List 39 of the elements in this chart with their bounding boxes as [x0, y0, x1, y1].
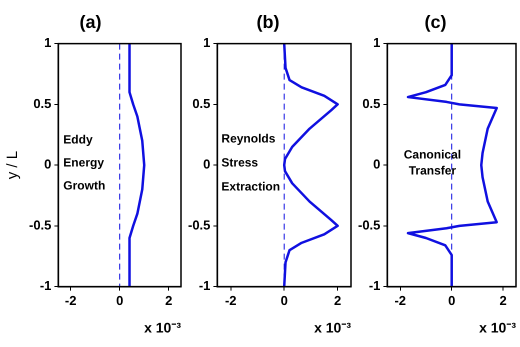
- x-axis-title: x 10⁻³: [314, 319, 352, 336]
- x-tick-label: 0: [448, 292, 456, 308]
- annotation: Stress: [221, 155, 258, 170]
- annotation: Growth: [63, 178, 106, 192]
- annotation: Reynolds: [221, 131, 276, 146]
- y-tick-label: 1: [203, 35, 210, 50]
- y-axis-title: y / L: [4, 150, 22, 180]
- annotation: Canonical: [404, 147, 462, 162]
- x-tick-label: 0: [116, 292, 124, 308]
- chart-title: (b): [256, 12, 280, 32]
- y-tick-label: -1: [40, 278, 52, 294]
- x-tick-label: -2: [394, 292, 406, 308]
- y-tick-label: -0.5: [28, 217, 52, 232]
- y-tick-label: 0.5: [362, 96, 380, 111]
- y-tick-label: 0: [44, 156, 52, 172]
- annotation: Transfer: [408, 163, 456, 178]
- chart-title: (c): [424, 12, 447, 32]
- x-tick-label: 2: [334, 292, 342, 308]
- x-tick-label: 2: [165, 292, 172, 308]
- x-axis-title: x 10⁻³: [479, 319, 516, 336]
- y-tick-label: 0: [373, 156, 380, 172]
- x-axis-title: x 10⁻³: [144, 319, 182, 336]
- annotation: Extraction: [221, 179, 280, 194]
- x-tick-label: -2: [64, 292, 76, 308]
- x-tick-label: 2: [500, 292, 507, 308]
- y-tick-label: 0: [203, 156, 210, 172]
- y-tick-label: 1: [373, 35, 380, 50]
- y-tick-label: 0.5: [33, 96, 52, 111]
- y-tick-label: -0.5: [358, 217, 380, 232]
- annotation: Eddy: [63, 132, 93, 146]
- y-tick-label: -1: [198, 278, 210, 294]
- y-tick-label: -1: [368, 278, 380, 294]
- x-tick-label: -2: [224, 292, 237, 308]
- x-tick-label: 0: [280, 292, 288, 308]
- annotation: Energy: [63, 155, 104, 170]
- chart-title: (a): [80, 12, 102, 32]
- y-tick-label: 0.5: [192, 96, 210, 111]
- y-tick-label: 1: [44, 35, 52, 50]
- y-tick-label: -0.5: [188, 217, 210, 232]
